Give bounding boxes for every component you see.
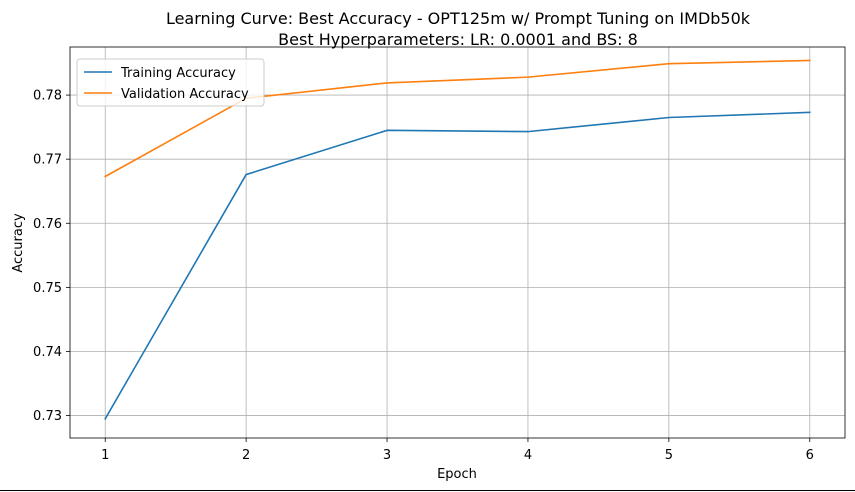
x-tick-label: 4 (524, 448, 532, 463)
series-lines (104, 59, 811, 420)
legend-label-training: Training Accuracy (120, 66, 236, 81)
y-tick-label: 0.77 (33, 153, 62, 168)
y-tick-label: 0.74 (33, 345, 62, 360)
legend-label-validation: Validation Accuracy (121, 87, 249, 102)
legend-box (76, 58, 265, 107)
y-tick-label: 0.75 (33, 281, 62, 296)
plot-frame (69, 46, 846, 439)
x-axis-ticks: 1 2 3 4 5 6 (101, 438, 814, 463)
y-tick-label: 0.78 (33, 89, 62, 104)
x-tick-label: 5 (665, 448, 673, 463)
validation-accuracy-line (104, 59, 811, 178)
x-tick-label: 1 (101, 448, 109, 463)
x-tick-label: 3 (383, 448, 391, 463)
x-tick-label: 6 (806, 448, 814, 463)
training-accuracy-line (104, 111, 811, 420)
y-axis-ticks: 0.73 0.74 0.75 0.76 0.77 0.78 (33, 89, 70, 424)
y-tick-label: 0.76 (33, 217, 62, 232)
legend: Training Accuracy Validation Accuracy (76, 58, 265, 107)
x-tick-label: 2 (242, 448, 250, 463)
x-axis-label: Epoch (437, 467, 477, 482)
chart-title: Learning Curve: Best Accuracy - OPT125m … (166, 9, 751, 28)
y-tick-label: 0.73 (33, 409, 62, 424)
chart-subtitle: Best Hyperparameters: LR: 0.0001 and BS:… (278, 30, 638, 49)
y-axis-label: Accuracy (11, 213, 26, 273)
